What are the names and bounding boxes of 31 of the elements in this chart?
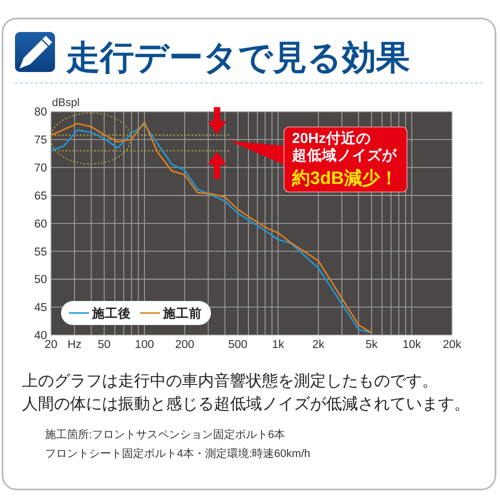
x-tick-label: 10k: [402, 339, 422, 351]
y-axis-title: dBspl: [52, 97, 80, 109]
x-tick-label: 500: [228, 339, 248, 351]
x-tick-label: 1k: [272, 339, 284, 351]
annotation: 超低域ノイズが: [291, 147, 398, 164]
y-tick-label: 70: [34, 162, 47, 175]
legend-label: 施工後: [91, 306, 131, 320]
x-tick-label: 100: [134, 339, 154, 351]
annotation: 20Hz付近の: [292, 130, 371, 147]
y-tick-label: 75: [34, 134, 47, 147]
x-tick-label: 5k: [365, 339, 378, 351]
y-tick-label: 80: [34, 106, 47, 119]
x-tick-label: Hz: [68, 339, 82, 351]
y-tick-label: 45: [34, 302, 47, 314]
y-tick-label: 55: [34, 246, 47, 258]
x-tick-label: 2k: [312, 339, 325, 351]
y-tick-label: 60: [34, 218, 47, 230]
x-tick-label: 50: [98, 339, 111, 351]
y-tick-label: 40: [34, 330, 47, 342]
text: フロントシート固定ボルト4本・測定環境:時速60km/h: [45, 447, 310, 460]
annotation: 約3dB減少！: [291, 168, 398, 188]
text: 施工箇所:フロントサスペンション固定ボルト6本: [45, 428, 286, 441]
x-tick-label: 20k: [442, 339, 462, 351]
y-tick-label: 65: [34, 190, 47, 202]
chart-title: 走行データで見る効果: [65, 39, 410, 77]
legend-label: 施工前: [162, 306, 202, 320]
text: 上のグラフは走行中の車内音響状態を測定したものです。: [22, 372, 438, 390]
y-tick-label: 50: [34, 274, 47, 286]
text: 人間の体には振動と感じる超低域ノイズが低減されています。: [22, 395, 470, 413]
x-tick-label: 20: [44, 339, 58, 351]
x-tick-label: 200: [175, 339, 194, 351]
